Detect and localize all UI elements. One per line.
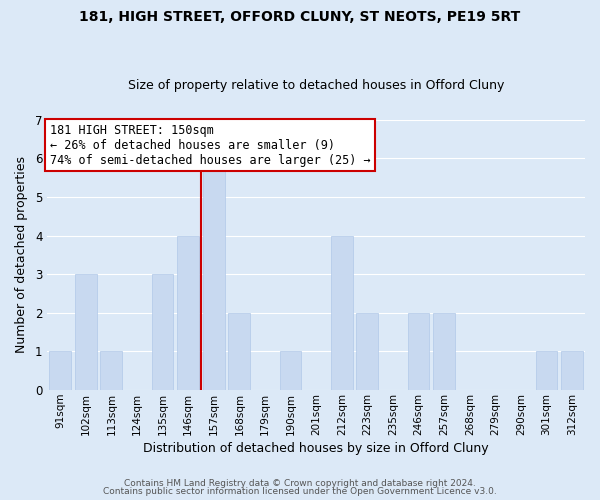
Bar <box>536 352 557 390</box>
Bar <box>407 313 430 390</box>
Bar <box>331 236 353 390</box>
Bar <box>280 352 301 390</box>
Y-axis label: Number of detached properties: Number of detached properties <box>15 156 28 354</box>
Text: Contains HM Land Registry data © Crown copyright and database right 2024.: Contains HM Land Registry data © Crown c… <box>124 478 476 488</box>
Bar <box>49 352 71 390</box>
Text: 181 HIGH STREET: 150sqm
← 26% of detached houses are smaller (9)
74% of semi-det: 181 HIGH STREET: 150sqm ← 26% of detache… <box>50 124 371 166</box>
Bar <box>562 352 583 390</box>
Text: Contains public sector information licensed under the Open Government Licence v3: Contains public sector information licen… <box>103 487 497 496</box>
Bar <box>203 158 224 390</box>
Bar <box>177 236 199 390</box>
Bar <box>75 274 97 390</box>
X-axis label: Distribution of detached houses by size in Offord Cluny: Distribution of detached houses by size … <box>143 442 489 455</box>
Bar <box>100 352 122 390</box>
Bar <box>229 313 250 390</box>
Text: 181, HIGH STREET, OFFORD CLUNY, ST NEOTS, PE19 5RT: 181, HIGH STREET, OFFORD CLUNY, ST NEOTS… <box>79 10 521 24</box>
Bar <box>152 274 173 390</box>
Bar <box>356 313 378 390</box>
Title: Size of property relative to detached houses in Offord Cluny: Size of property relative to detached ho… <box>128 79 505 92</box>
Bar <box>433 313 455 390</box>
